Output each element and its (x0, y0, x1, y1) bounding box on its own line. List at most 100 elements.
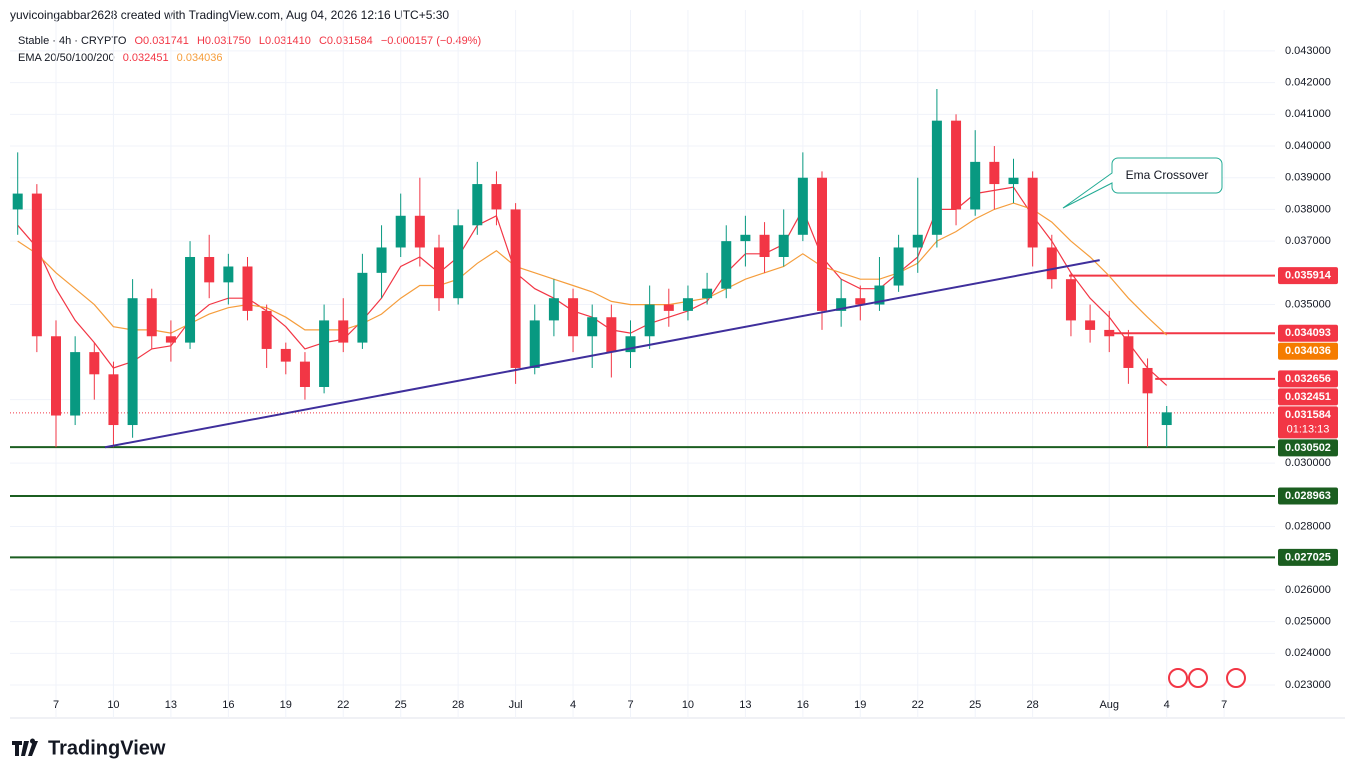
candle-body (89, 352, 100, 375)
candle-body (874, 285, 885, 305)
candle-body (395, 215, 406, 248)
candle-body (242, 266, 253, 311)
candle-body (165, 336, 176, 343)
close: C0.031584 (318, 35, 373, 47)
y-tick-label: 0.041000 (1285, 108, 1331, 120)
price-label-bg (1278, 439, 1338, 457)
candle-body (146, 298, 157, 337)
candle-body (663, 304, 674, 311)
low: L0.031410 (258, 35, 311, 47)
y-tick-label: 0.039000 (1285, 172, 1331, 184)
candle-body (702, 288, 713, 299)
logo: TradingView (12, 737, 166, 759)
candle-body (434, 247, 444, 299)
x-tick-label: 22 (337, 699, 349, 711)
price-label-bg (1278, 406, 1338, 439)
candle-body (127, 298, 138, 426)
x-tick-label: 28 (452, 699, 464, 711)
event-icons (1168, 668, 1246, 688)
candle-body (548, 298, 559, 321)
x-tick-label: 10 (107, 699, 119, 711)
y-tick-label: 0.042000 (1285, 77, 1331, 89)
candle-body (319, 320, 330, 387)
x-tick-label: 7 (627, 699, 633, 711)
price-label: 0.031584 (1285, 409, 1332, 421)
logo-icon (12, 738, 38, 756)
candle-body (51, 336, 61, 416)
candle-body (472, 184, 483, 226)
candle-body (70, 352, 81, 416)
candle-body (491, 184, 502, 210)
countdown: 01:13:13 (1287, 423, 1330, 435)
candle-body (280, 348, 291, 362)
y-tick-label: 0.028000 (1285, 520, 1331, 532)
candle-body (12, 193, 23, 210)
ema50-value: 0.034036 (176, 52, 223, 64)
price-label: 0.032656 (1285, 373, 1331, 385)
ema-line (17, 202, 1168, 336)
candle-body (510, 209, 521, 368)
x-tick-label: 25 (395, 699, 407, 711)
x-tick-label: 25 (969, 699, 981, 711)
candle-body (108, 374, 119, 426)
candle-body (338, 320, 349, 343)
change: −0.000157 (−0.49%) (380, 35, 482, 47)
x-tick-label: 4 (1164, 699, 1170, 711)
candle-body (912, 234, 923, 248)
price-label: 0.032451 (1285, 391, 1331, 403)
price-label: 0.034093 (1285, 327, 1331, 339)
price-label-bg (1278, 342, 1338, 360)
attribution: yuvicoingabbar2628 created with TradingV… (10, 8, 450, 22)
y-tick-label: 0.043000 (1285, 45, 1331, 57)
price-label-bg (1278, 267, 1338, 285)
event-icon (1188, 668, 1208, 688)
candle-body (376, 247, 387, 273)
plot-area (10, 10, 1275, 718)
candle-body (587, 317, 598, 337)
y-tick-label: 0.040000 (1285, 140, 1331, 152)
candle-body (1046, 247, 1057, 280)
candle-body (204, 256, 215, 283)
candle-body (682, 298, 693, 311)
candle-body (970, 161, 981, 210)
open: O0.031741 (134, 35, 189, 47)
candle-body (797, 177, 808, 235)
candle-body (817, 177, 827, 311)
candle-body (606, 317, 617, 353)
x-tick-label: 4 (570, 699, 576, 711)
candle-body (414, 215, 425, 248)
candle-body (778, 234, 789, 257)
x-tick-label: Aug (1099, 699, 1119, 711)
candle-body (1065, 279, 1076, 321)
price-label: 0.028963 (1285, 490, 1331, 502)
price-label: 0.027025 (1285, 551, 1331, 563)
candle-body (357, 272, 368, 343)
ema-legend: EMA 20/50/100/200 0.032451 0.034036 (18, 52, 228, 64)
x-tick-label: 7 (53, 699, 59, 711)
ohlc-legend: Stable · 4h · CRYPTO O0.031741 H0.031750… (18, 35, 486, 47)
x-tick-label: 16 (222, 699, 234, 711)
price-label-bg (1278, 388, 1338, 406)
callout-text: Ema Crossover (1126, 168, 1209, 182)
candle-body (1161, 412, 1172, 426)
ema20-value: 0.032451 (122, 52, 169, 64)
candle-body (625, 336, 636, 353)
x-tick-label: 22 (912, 699, 924, 711)
price-label: 0.030502 (1285, 442, 1331, 454)
x-tick-label: 19 (280, 699, 292, 711)
callout-box (1062, 157, 1223, 209)
price-label: 0.034036 (1285, 345, 1331, 357)
candle-body (1142, 367, 1153, 394)
x-tick-label: 10 (682, 699, 694, 711)
brand: TradingView (48, 737, 166, 759)
candle-body (1085, 320, 1096, 330)
candle-body (185, 256, 196, 343)
candle-body (1027, 177, 1038, 248)
candle-body (31, 193, 42, 337)
x-tick-label: 7 (1221, 699, 1227, 711)
high: H0.031750 (196, 35, 251, 47)
candle-body (568, 298, 579, 337)
trendline (104, 259, 1100, 449)
price-label-bg (1278, 548, 1338, 566)
x-tick-label: 19 (854, 699, 866, 711)
